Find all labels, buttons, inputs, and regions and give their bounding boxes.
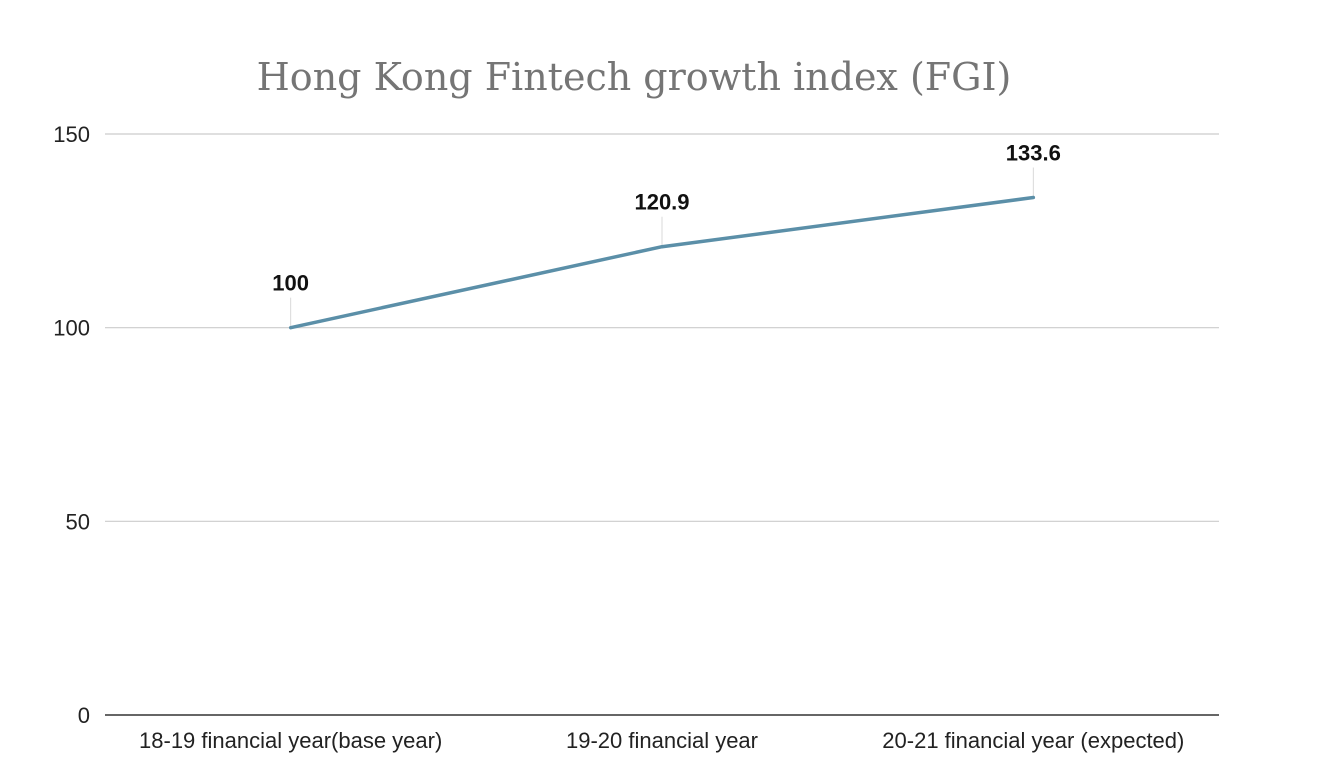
data-label-1: 100 [272, 271, 309, 296]
y-axis-ticks: 0 50 100 150 [53, 122, 90, 728]
data-labels: 100 120.9 133.6 [272, 141, 1061, 296]
x-category-label-1: 18-19 financial year(base year) [139, 728, 442, 753]
series-group [288, 195, 1036, 330]
y-tick-label-0: 0 [78, 703, 90, 728]
y-tick-label-100: 100 [53, 316, 90, 341]
data-label-3: 133.6 [1006, 141, 1061, 166]
x-axis-categories: 18-19 financial year(base year) 19-20 fin… [139, 728, 1184, 753]
data-label-2: 120.9 [634, 190, 689, 215]
y-tick-label-150: 150 [53, 122, 90, 147]
x-category-label-3: 20-21 financial year (expected) [882, 728, 1184, 753]
data-label-leaders [290, 167, 1034, 328]
y-tick-label-50: 50 [66, 509, 90, 534]
chart-title: Hong Kong Fintech growth index (FGI) [257, 55, 1012, 99]
x-category-label-2: 19-20 financial year [566, 728, 758, 753]
series-line [288, 195, 1036, 330]
